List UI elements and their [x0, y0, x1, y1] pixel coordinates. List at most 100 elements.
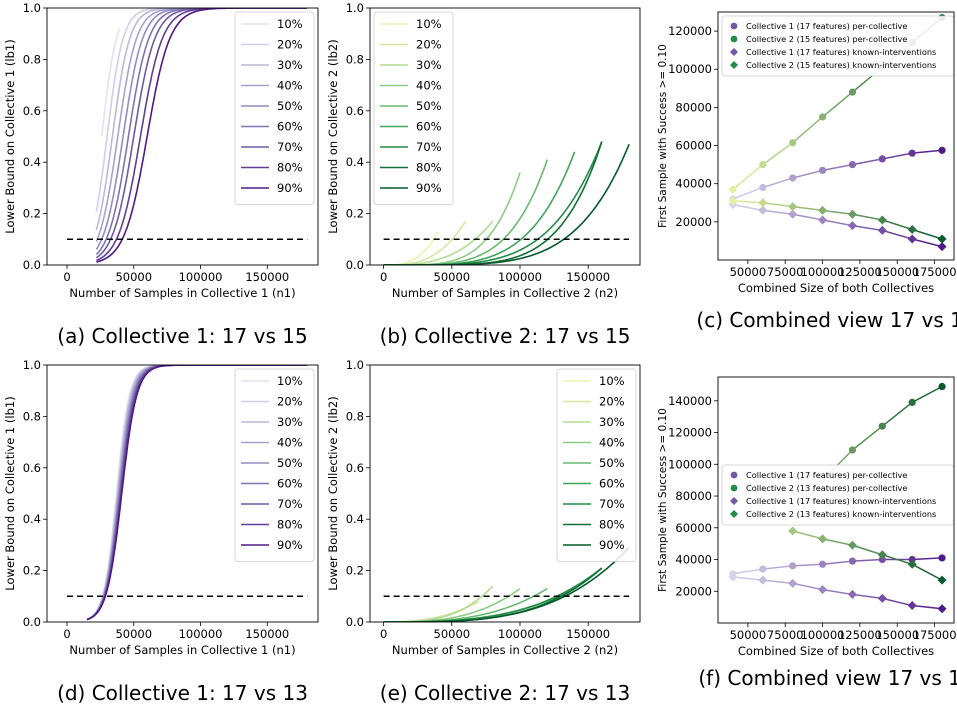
legend-frame	[373, 11, 454, 205]
series-segment	[792, 563, 823, 567]
series-segment	[732, 568, 763, 575]
panel-b: 0 50000 100000 150000 0.0 0.2 0.4 0.6 0.8 1.0 Numb…	[326, 1, 641, 348]
x-tick-label: 100000	[498, 627, 542, 641]
legend: 10% 20% 30% 40% 50% 60% 70% 80% 90%	[373, 11, 454, 205]
x-tick-label: 100000	[801, 265, 845, 279]
data-point	[818, 585, 828, 595]
x-tick-label: 100000	[498, 270, 542, 284]
series-segment	[762, 209, 793, 215]
panel-caption: (e) Collective 2: 17 vs 13	[380, 681, 630, 705]
legend-label: Collective 1 (17 features) per-collectiv…	[746, 470, 907, 480]
legend-label: 70%	[599, 497, 625, 511]
series-line-50pct	[383, 587, 548, 622]
y-tick-label: 0.6	[346, 461, 364, 475]
data-point	[789, 174, 797, 182]
y-tick-label: 100000	[668, 62, 712, 76]
legend-marker	[730, 471, 738, 479]
legend-label: 30%	[599, 415, 625, 429]
y-tick-label: 20000	[675, 584, 712, 598]
data-point	[788, 209, 798, 219]
legend-marker	[730, 484, 738, 492]
legend-label: 10%	[277, 17, 303, 31]
panel-a: 0 50000 100000 150000 0.0 0.2 0.4 0.6 0.8 1.0 Numb…	[3, 1, 319, 348]
data-point	[848, 161, 857, 169]
series-segment	[792, 116, 824, 144]
y-tick-label: 0.4	[23, 155, 41, 169]
legend-label: 60%	[277, 120, 303, 134]
y-tick-label: 1.0	[23, 358, 41, 372]
y-tick-label: 0.2	[23, 207, 41, 221]
series-segment	[762, 579, 793, 585]
x-tick-label: 50000	[730, 265, 767, 279]
series-segment	[732, 200, 763, 204]
data-point	[938, 146, 946, 154]
series-line-70pct	[383, 141, 603, 265]
y-tick-label: 0.8	[346, 52, 364, 66]
series-segment	[911, 563, 943, 581]
legend-label: 30%	[416, 58, 442, 72]
series-segment	[732, 576, 763, 581]
legend-label: 10%	[277, 374, 303, 388]
series-segment	[822, 163, 853, 172]
plot-area	[728, 382, 947, 614]
series-segment	[911, 385, 943, 404]
legend-label: Collective 1 (17 features) per-collectiv…	[746, 21, 907, 31]
data-point	[938, 382, 946, 391]
x-tick-label: 150000	[875, 628, 919, 642]
legend-frame	[234, 368, 315, 562]
y-axis-label: Lower Bound on Collective 2 (lb2)	[326, 39, 340, 233]
legend: Collective 1 (17 features) per-collectiv…	[721, 15, 955, 77]
legend-marker	[730, 497, 738, 505]
legend-marker	[730, 61, 738, 69]
y-tick-label: 60000	[675, 521, 712, 535]
data-point	[848, 446, 857, 454]
data-point	[818, 215, 828, 225]
x-tick-label: 100000	[801, 628, 845, 642]
series-segment	[792, 169, 823, 179]
series-line-50pct	[383, 159, 549, 265]
legend-label: 10%	[416, 17, 442, 31]
data-point	[788, 202, 798, 212]
legend-label: Collective 2 (13 features) per-collectiv…	[746, 483, 907, 493]
y-tick-label: 0.2	[346, 564, 364, 578]
series-segment	[822, 91, 853, 118]
x-tick-label: 0	[380, 270, 387, 284]
x-tick-label: 0	[63, 627, 70, 641]
data-point	[907, 224, 917, 234]
legend-marker	[730, 510, 738, 518]
legend-label: 40%	[277, 79, 303, 93]
series-line-70pct	[383, 567, 603, 622]
data-point	[907, 601, 917, 611]
data-point	[877, 593, 887, 603]
series-segment	[822, 588, 853, 596]
data-point	[877, 215, 887, 225]
legend-label: 80%	[277, 518, 303, 532]
y-tick-label: 0.2	[23, 564, 41, 578]
legend-label: 10%	[599, 374, 625, 388]
x-tick-label: 50000	[115, 270, 152, 284]
x-axis-label: Number of Samples in Collective 1 (n1)	[69, 643, 295, 657]
data-point	[848, 557, 857, 565]
legend-label: 70%	[277, 140, 303, 154]
legend-label: 20%	[599, 395, 625, 409]
series-segment	[852, 158, 883, 166]
data-point	[847, 209, 857, 219]
data-point	[908, 555, 916, 564]
data-point	[759, 183, 767, 192]
x-axis-label: Combined Size of both Collectives	[738, 644, 934, 658]
y-tick-label: 120000	[668, 426, 712, 440]
data-point	[938, 554, 946, 562]
legend-label: 60%	[416, 120, 442, 134]
series-line-20pct	[383, 220, 467, 265]
legend-label: 30%	[277, 58, 303, 72]
data-point	[728, 196, 738, 206]
legend-label: Collective 1 (17 features) known-interve…	[746, 496, 936, 506]
series-segment	[882, 152, 913, 160]
series-segment	[822, 538, 853, 546]
series-segment	[882, 597, 913, 607]
data-point	[758, 205, 768, 215]
data-point	[847, 540, 857, 550]
x-tick-label: 0	[380, 627, 387, 641]
y-tick-label: 1.0	[23, 1, 41, 15]
